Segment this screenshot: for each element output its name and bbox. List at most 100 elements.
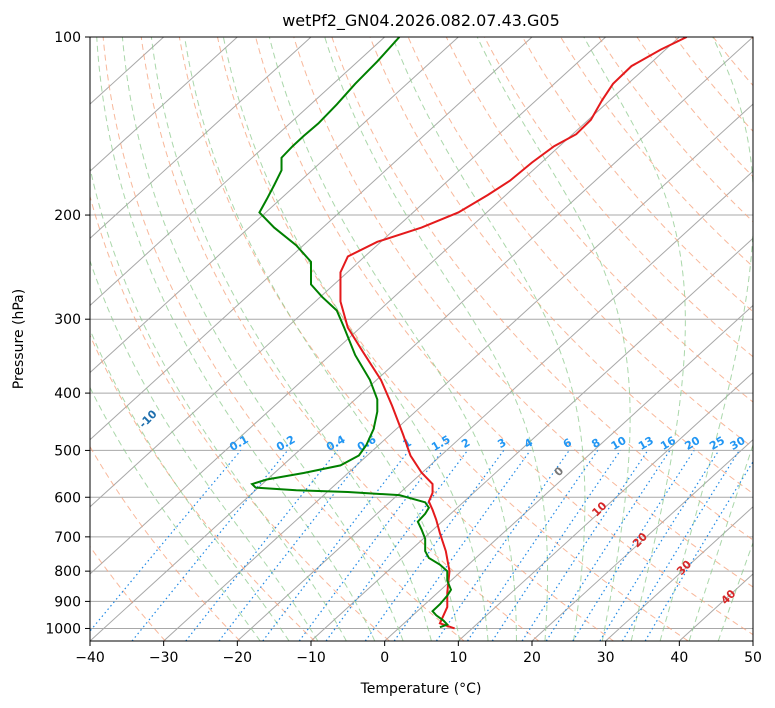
dry-adiabat-label: -10 [136,407,159,430]
mixing-ratio-line [185,450,339,641]
x-axis-label: Temperature (°C) [360,681,482,697]
dry-adiabat-line [217,37,689,641]
x-tick-label: −30 [149,650,179,666]
x-tick-label: 30 [597,650,615,666]
isotherm-line [90,37,607,508]
x-tick-label: 20 [523,650,541,666]
moist-adiabat-label: 30 [674,558,694,578]
mixing-ratio-line [262,450,410,641]
dry-adiabat-line [712,37,753,87]
isotherm-line [310,237,753,641]
isotherm-line [90,37,312,240]
moist-adiabat-line [324,37,549,641]
y-tick-label: 200 [54,208,81,224]
isotherm-line [752,640,753,641]
dry-adiabat-label: -30 [0,327,11,350]
mixing-ratio-label: 3 [495,436,508,451]
dry-adiabat-line [369,37,753,495]
y-tick-label: 600 [54,490,81,506]
moist-adiabat-line [150,37,432,641]
y-tick-label: 400 [54,386,81,402]
mixing-ratio-line [218,450,369,641]
mixing-ratio-line [467,450,599,641]
background-line-labels: 0.10.20.40.611.523468101316202530-100-90… [0,327,747,607]
isotherm-line [90,37,459,374]
moist-adiabat-line [659,37,753,641]
dry-adiabat-line [178,37,614,641]
y-tick-label: 300 [54,312,81,328]
y-tick-label: 500 [54,443,81,459]
y-tick-label: 900 [54,594,81,610]
mixing-ratio-line [435,450,570,641]
isotherm-grid [90,37,753,641]
moist-adiabat-line [222,37,489,641]
isobar-grid [90,37,753,629]
chart-title: wetPf2_GN04.2026.082.07.43.G05 [282,11,560,31]
moist-adiabat-label: 20 [630,530,650,550]
isotherm-line [384,304,753,641]
mixing-ratio-line [131,450,289,641]
moist-adiabat-line [184,37,461,641]
mixing-ratio-lines [90,450,753,641]
mixing-ratio-line [298,450,444,641]
mixing-ratio-line [599,450,720,641]
dewpoint-profile-line [250,37,453,629]
isotherm-line [457,371,753,641]
dry-adiabat-line [750,37,753,40]
x-tick-label: −10 [296,650,326,666]
moist-adiabat-line [90,259,319,641]
x-tick-label: 40 [670,650,688,666]
dry-adiabat-line [445,37,753,403]
dry-adiabat-line [90,445,241,641]
isotherm-line [90,37,753,641]
x-tick-label: −20 [223,650,253,666]
moist-adiabat-line [96,37,376,641]
mixing-ratio-line [621,450,740,641]
dry-adiabat-line [331,37,753,541]
moist-adiabat-line [717,541,753,641]
y-axis-label: Pressure (hPa) [11,289,27,389]
y-tick-label: 700 [54,530,81,546]
dry-adiabat-line [140,37,540,641]
isotherm-line [531,438,753,641]
dry-adiabat-line [560,37,753,268]
moist-adiabat-label: 10 [589,499,609,519]
mixing-ratio-line [644,460,753,641]
plot-area: 0.10.20.40.611.523468101316202530-100-90… [0,37,753,641]
moist-adiabat-line [583,37,686,641]
dry-adiabat-line [674,37,753,132]
isotherm-line [90,37,238,172]
isotherm-line [90,37,386,307]
y-tick-label: 1000 [45,621,81,637]
moist-adiabats [90,37,753,641]
dry-adiabat-line [90,194,390,641]
mixing-ratio-line [325,450,469,641]
dry-adiabat-line [293,37,753,588]
isotherm-line [236,170,753,641]
mixing-ratio-label: 8 [589,436,602,451]
x-tick-label: −40 [75,650,105,666]
y-tick-label: 800 [54,564,81,580]
x-axis: −40 −30 −20 −10 0 10 20 30 40 50 [75,641,762,666]
y-tick-label: 100 [54,30,81,46]
plot-frame [89,36,754,642]
moist-adiabat-line [476,37,631,641]
mixing-ratio-line [572,450,695,641]
dry-adiabat-line [522,37,753,313]
moist-adiabat-line [392,37,586,641]
dry-adiabat-line [598,37,753,223]
moist-adiabat-line [90,386,261,641]
moist-adiabat-line [268,37,517,641]
x-tick-label: 50 [744,650,762,666]
profile-series [250,37,688,630]
moist-adiabat-line [90,328,290,641]
dry-adiabat-line [483,37,753,358]
moist-adiabat-line [688,443,753,641]
mixing-ratio-line [491,450,621,641]
dry-adiabat-line [636,37,753,178]
mixing-ratio-label: 2 [459,436,472,451]
mixing-ratio-line [393,450,531,641]
dry-adiabat-line [407,37,753,449]
moist-adiabat-line [121,37,404,641]
